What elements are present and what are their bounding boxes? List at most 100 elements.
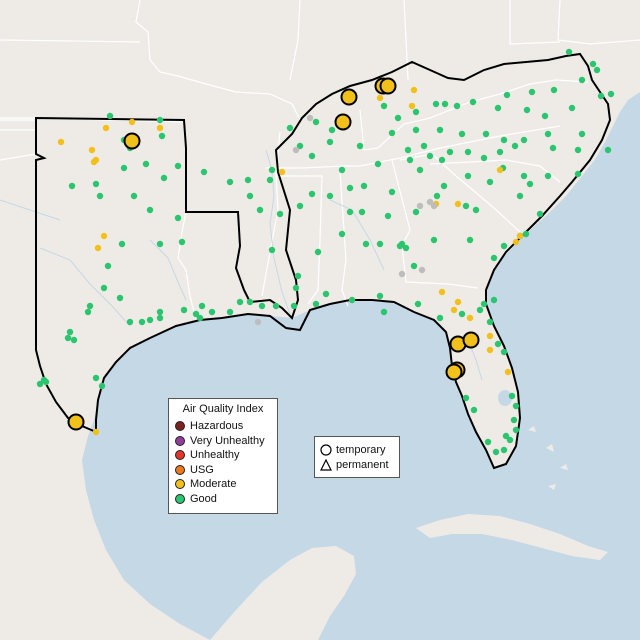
good-monitor-dot[interactable] — [198, 302, 206, 310]
good-monitor-dot[interactable] — [486, 318, 494, 326]
good-monitor-dot[interactable] — [376, 292, 384, 300]
good-monitor-dot[interactable] — [536, 210, 544, 218]
good-monitor-dot[interactable] — [338, 230, 346, 238]
good-monitor-dot[interactable] — [258, 302, 266, 310]
good-monitor-dot[interactable] — [146, 206, 154, 214]
good-monitor-dot[interactable] — [404, 146, 412, 154]
moderate-monitor-dot[interactable] — [410, 86, 418, 94]
good-monitor-dot[interactable] — [226, 308, 234, 316]
good-monitor-dot[interactable] — [436, 314, 444, 322]
good-monitor-dot[interactable] — [312, 118, 320, 126]
good-monitor-dot[interactable] — [511, 142, 519, 150]
good-monitor-dot[interactable] — [526, 180, 534, 188]
good-monitor-dot[interactable] — [142, 160, 150, 168]
good-monitor-dot[interactable] — [356, 142, 364, 150]
good-monitor-dot[interactable] — [458, 130, 466, 138]
good-monitor-dot[interactable] — [568, 104, 576, 112]
good-monitor-dot[interactable] — [523, 106, 531, 114]
good-monitor-dot[interactable] — [160, 174, 168, 182]
good-monitor-dot[interactable] — [384, 212, 392, 220]
good-monitor-dot[interactable] — [286, 124, 294, 132]
good-monitor-dot[interactable] — [36, 380, 44, 388]
good-monitor-dot[interactable] — [380, 308, 388, 316]
good-monitor-dot[interactable] — [482, 130, 490, 138]
good-monitor-dot[interactable] — [326, 192, 334, 200]
good-monitor-dot[interactable] — [574, 170, 582, 178]
moderate-monitor-dot[interactable] — [92, 428, 100, 436]
good-monitor-dot[interactable] — [589, 60, 597, 68]
temporary-moderate-monitor[interactable] — [340, 88, 358, 106]
good-monitor-dot[interactable] — [328, 126, 336, 134]
good-monitor-dot[interactable] — [469, 98, 477, 106]
good-monitor-dot[interactable] — [296, 202, 304, 210]
good-monitor-dot[interactable] — [402, 244, 410, 252]
good-monitor-dot[interactable] — [522, 230, 530, 238]
temporary-moderate-monitor[interactable] — [462, 331, 480, 349]
good-monitor-dot[interactable] — [374, 160, 382, 168]
no-data-monitor-dot[interactable] — [292, 146, 300, 154]
good-monitor-dot[interactable] — [92, 180, 100, 188]
good-monitor-dot[interactable] — [146, 316, 154, 324]
good-monitor-dot[interactable] — [174, 162, 182, 170]
good-monitor-dot[interactable] — [192, 310, 200, 318]
good-monitor-dot[interactable] — [412, 126, 420, 134]
good-monitor-dot[interactable] — [396, 242, 404, 250]
good-monitor-dot[interactable] — [308, 190, 316, 198]
good-monitor-dot[interactable] — [412, 108, 420, 116]
good-monitor-dot[interactable] — [178, 238, 186, 246]
temporary-moderate-monitor[interactable] — [445, 363, 463, 381]
moderate-monitor-dot[interactable] — [504, 368, 512, 376]
moderate-monitor-dot[interactable] — [102, 124, 110, 132]
good-monitor-dot[interactable] — [64, 334, 72, 342]
good-monitor-dot[interactable] — [236, 298, 244, 306]
good-monitor-dot[interactable] — [130, 192, 138, 200]
good-monitor-dot[interactable] — [116, 294, 124, 302]
good-monitor-dot[interactable] — [484, 438, 492, 446]
good-monitor-dot[interactable] — [96, 192, 104, 200]
moderate-monitor-dot[interactable] — [454, 200, 462, 208]
moderate-monitor-dot[interactable] — [438, 288, 446, 296]
good-monitor-dot[interactable] — [512, 426, 520, 434]
good-monitor-dot[interactable] — [70, 336, 78, 344]
good-monitor-dot[interactable] — [520, 136, 528, 144]
good-monitor-dot[interactable] — [106, 112, 114, 120]
moderate-monitor-dot[interactable] — [88, 146, 96, 154]
good-monitor-dot[interactable] — [338, 166, 346, 174]
good-monitor-dot[interactable] — [266, 176, 274, 184]
good-monitor-dot[interactable] — [433, 192, 441, 200]
good-monitor-dot[interactable] — [196, 314, 204, 322]
good-monitor-dot[interactable] — [503, 91, 511, 99]
good-monitor-dot[interactable] — [244, 176, 252, 184]
good-monitor-dot[interactable] — [346, 184, 354, 192]
moderate-monitor-dot[interactable] — [516, 232, 524, 240]
good-monitor-dot[interactable] — [500, 136, 508, 144]
good-monitor-dot[interactable] — [410, 262, 418, 270]
good-monitor-dot[interactable] — [292, 284, 300, 292]
moderate-monitor-dot[interactable] — [128, 118, 136, 126]
good-monitor-dot[interactable] — [494, 104, 502, 112]
good-monitor-dot[interactable] — [544, 130, 552, 138]
good-monitor-dot[interactable] — [508, 392, 516, 400]
good-monitor-dot[interactable] — [394, 114, 402, 122]
moderate-monitor-dot[interactable] — [90, 158, 98, 166]
good-monitor-dot[interactable] — [496, 148, 504, 156]
no-data-monitor-dot[interactable] — [398, 270, 406, 278]
moderate-monitor-dot[interactable] — [408, 102, 416, 110]
moderate-monitor-dot[interactable] — [486, 332, 494, 340]
good-monitor-dot[interactable] — [476, 306, 484, 314]
good-monitor-dot[interactable] — [296, 142, 304, 150]
good-monitor-dot[interactable] — [92, 374, 100, 382]
good-monitor-dot[interactable] — [470, 406, 478, 414]
moderate-monitor-dot[interactable] — [466, 314, 474, 322]
good-monitor-dot[interactable] — [226, 178, 234, 186]
good-monitor-dot[interactable] — [104, 262, 112, 270]
good-monitor-dot[interactable] — [436, 126, 444, 134]
good-monitor-dot[interactable] — [528, 88, 536, 96]
good-monitor-dot[interactable] — [174, 214, 182, 222]
good-monitor-dot[interactable] — [376, 240, 384, 248]
good-monitor-dot[interactable] — [100, 284, 108, 292]
good-monitor-dot[interactable] — [604, 146, 612, 154]
good-monitor-dot[interactable] — [500, 242, 508, 250]
good-monitor-dot[interactable] — [500, 348, 508, 356]
